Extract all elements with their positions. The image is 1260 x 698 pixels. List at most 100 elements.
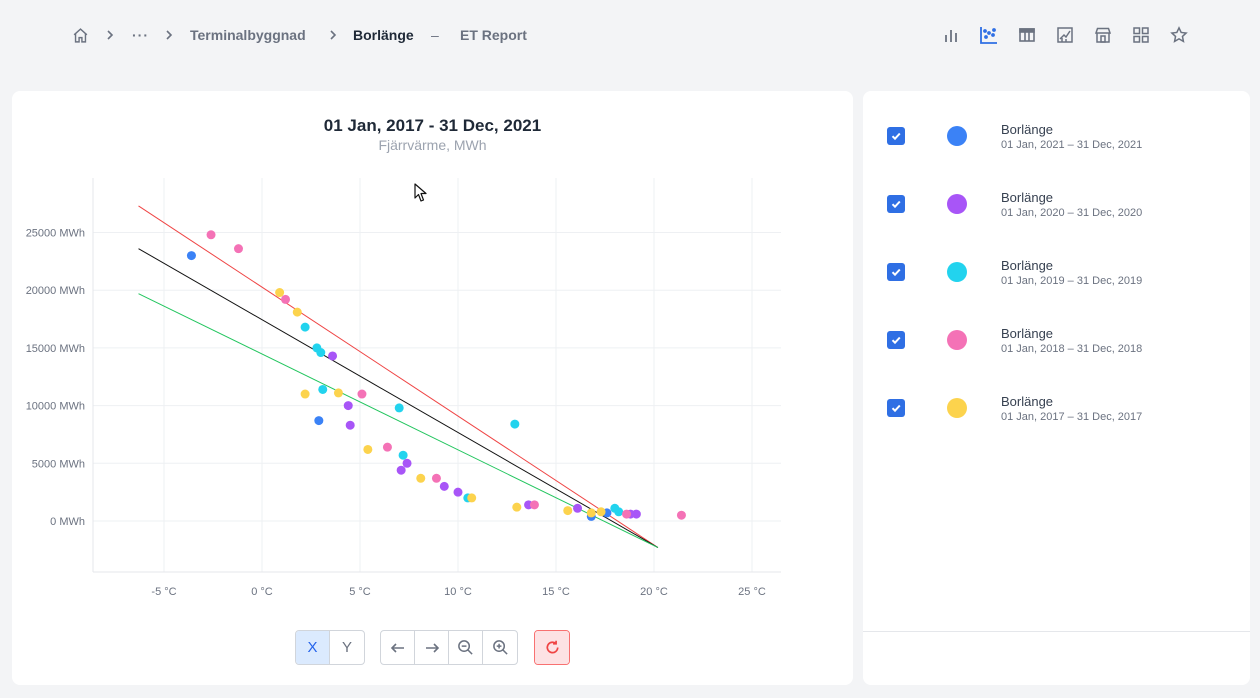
legend-name: Borlänge: [1001, 190, 1054, 205]
refresh-icon: [545, 640, 559, 654]
zoom-in-icon: [492, 640, 508, 655]
breadcrumb-dash: –: [431, 27, 439, 43]
data-point: [363, 444, 373, 454]
check-icon: [891, 268, 901, 277]
data-point: [586, 508, 596, 518]
bar-chart-icon[interactable]: [940, 24, 962, 46]
data-point: [382, 442, 392, 452]
x-tick-label: 0 °C: [251, 586, 273, 598]
legend-card: Borlänge 01 Jan, 2021 – 31 Dec, 2021 Bor…: [863, 91, 1250, 685]
grid-icon[interactable]: [1130, 24, 1152, 46]
legend-item[interactable]: Borlänge 01 Jan, 2019 – 31 Dec, 2019: [863, 249, 1250, 297]
legend-checkbox[interactable]: [887, 195, 905, 213]
check-icon: [891, 200, 901, 209]
chevron-right-icon: [163, 24, 175, 46]
reset-button[interactable]: [535, 631, 569, 664]
data-point: [394, 403, 404, 413]
legend-checkbox[interactable]: [887, 263, 905, 281]
series-color-dot: [947, 398, 967, 418]
scatter-chart-icon[interactable]: [978, 24, 1000, 46]
check-icon: [891, 132, 901, 141]
chart-subtitle: Fjärrvärme, MWh: [378, 137, 487, 153]
breadcrumb-et-report[interactable]: ET Report: [460, 27, 527, 43]
data-point: [281, 294, 291, 304]
fit-line: [138, 248, 659, 548]
y-axis-button[interactable]: Y: [341, 639, 352, 656]
data-point: [596, 507, 606, 517]
data-point: [396, 465, 406, 475]
x-tick-label: -5 °C: [151, 586, 176, 598]
data-point: [345, 420, 355, 430]
legend-item[interactable]: Borlänge 01 Jan, 2018 – 31 Dec, 2018: [863, 317, 1250, 365]
legend-range: 01 Jan, 2017 – 31 Dec, 2017: [1001, 411, 1143, 423]
star-icon[interactable]: [1168, 24, 1190, 46]
y-tick-label: 20000 MWh: [26, 285, 85, 297]
chart-title: 01 Jan, 2017 - 31 Dec, 2021: [323, 116, 542, 135]
data-point: [357, 389, 367, 399]
x-axis-button[interactable]: X: [296, 631, 330, 664]
data-point: [343, 401, 353, 411]
data-point: [622, 509, 632, 519]
data-point: [631, 509, 641, 519]
legend-divider: [863, 631, 1250, 632]
legend-range: 01 Jan, 2018 – 31 Dec, 2018: [1001, 343, 1143, 355]
data-point: [186, 251, 196, 261]
check-icon: [891, 404, 901, 413]
pan-left-button[interactable]: [381, 631, 415, 664]
scatter-plot[interactable]: -5 °C 0 °C 5 °C 10 °C 15 °C 20 °C 25 °C 0 MWh 50…: [12, 91, 853, 611]
zoom-in-button[interactable]: [483, 631, 517, 664]
home-icon[interactable]: [72, 24, 90, 46]
breadcrumb-terminalbyggnad[interactable]: Terminalbyggnad: [190, 27, 306, 43]
top-bar: ··· Terminalbyggnad Borlänge – ET Report: [0, 0, 1260, 70]
navigation-group: [380, 630, 518, 665]
chart-card: 01 Jan, 2017 - 31 Dec, 2021 Fjärrvärme, …: [12, 91, 853, 685]
table-icon[interactable]: [1016, 24, 1038, 46]
chevron-right-icon: [327, 24, 339, 46]
series-color-dot: [947, 126, 967, 146]
legend-item[interactable]: Borlänge 01 Jan, 2020 – 31 Dec, 2020: [863, 181, 1250, 229]
mouse-cursor-icon: [414, 183, 427, 202]
legend-name: Borlänge: [1001, 122, 1054, 137]
report-chart-icon[interactable]: [1054, 24, 1076, 46]
x-tick-label: 10 °C: [444, 586, 472, 598]
store-icon[interactable]: [1092, 24, 1114, 46]
data-point: [233, 244, 243, 254]
data-point: [676, 510, 686, 520]
data-point: [318, 384, 328, 394]
legend-range: 01 Jan, 2020 – 31 Dec, 2020: [1001, 207, 1143, 219]
y-tick-label: 5000 MWh: [32, 458, 85, 470]
legend-checkbox[interactable]: [887, 331, 905, 349]
data-point: [512, 502, 522, 512]
data-point: [529, 500, 539, 510]
x-tick-label: 5 °C: [349, 586, 371, 598]
breadcrumb-borlange[interactable]: Borlänge: [353, 27, 414, 43]
legend-item[interactable]: Borlänge 01 Jan, 2017 – 31 Dec, 2017: [863, 385, 1250, 433]
data-point: [328, 351, 338, 361]
y-tick-label: 15000 MWh: [26, 343, 85, 355]
legend-range: 01 Jan, 2019 – 31 Dec, 2019: [1001, 275, 1143, 287]
data-point: [398, 450, 408, 460]
legend-checkbox[interactable]: [887, 127, 905, 145]
data-point: [573, 503, 583, 513]
data-point: [467, 493, 477, 503]
pan-right-button[interactable]: [415, 631, 449, 664]
series-color-dot: [947, 330, 967, 350]
data-point: [300, 322, 310, 332]
x-tick-label: 15 °C: [542, 586, 570, 598]
legend-checkbox[interactable]: [887, 399, 905, 417]
y-tick-label: 0 MWh: [50, 516, 85, 528]
x-tick-label: 20 °C: [640, 586, 668, 598]
legend-item[interactable]: Borlänge 01 Jan, 2021 – 31 Dec, 2021: [863, 113, 1250, 161]
legend-name: Borlänge: [1001, 326, 1054, 341]
legend-range: 01 Jan, 2021 – 31 Dec, 2021: [1001, 139, 1143, 151]
y-tick-label: 10000 MWh: [26, 401, 85, 413]
series-color-dot: [947, 262, 967, 282]
data-point: [510, 419, 520, 429]
y-tick-label: 25000 MWh: [26, 228, 85, 240]
breadcrumb-ellipsis[interactable]: ···: [132, 27, 149, 43]
data-point: [275, 288, 285, 298]
zoom-out-button[interactable]: [449, 631, 483, 664]
series-color-dot: [947, 194, 967, 214]
fit-line: [138, 205, 659, 548]
data-point: [292, 307, 302, 317]
